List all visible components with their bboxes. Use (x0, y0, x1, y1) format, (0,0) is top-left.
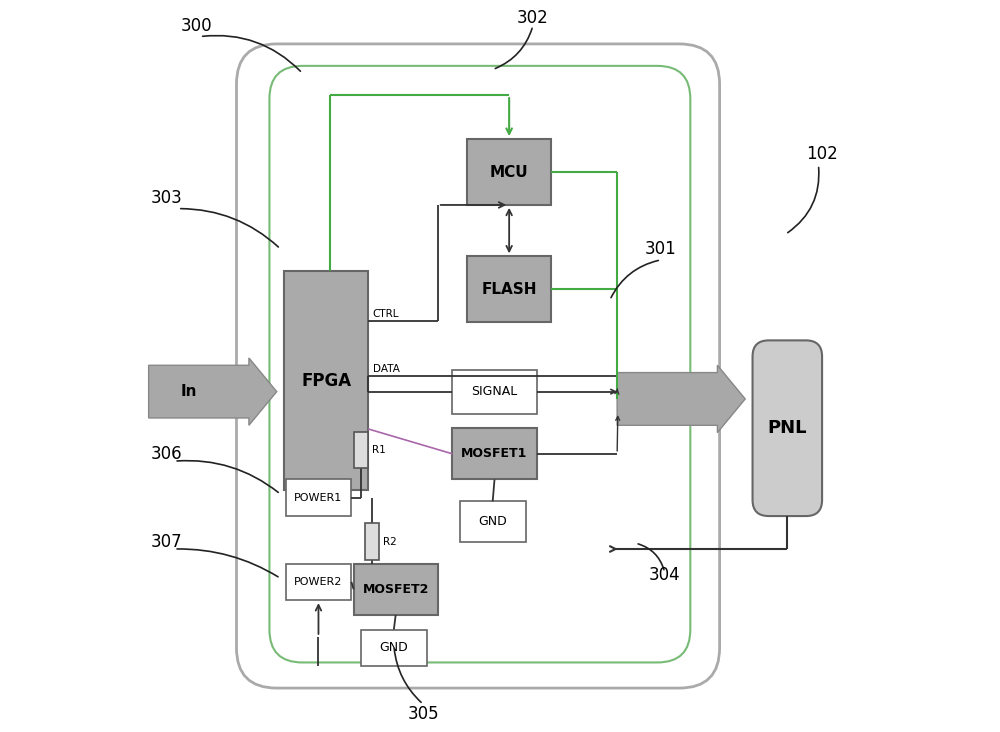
Text: POWER1: POWER1 (294, 493, 343, 503)
Text: R2: R2 (383, 537, 397, 547)
Text: 305: 305 (407, 705, 439, 722)
Bar (452, 428, 537, 479)
Text: 300: 300 (180, 17, 212, 34)
Text: GND: GND (379, 641, 408, 654)
FancyArrow shape (149, 358, 277, 425)
Text: MOSFET1: MOSFET1 (461, 447, 528, 460)
Bar (286, 564, 351, 600)
Text: GND: GND (478, 515, 507, 528)
Text: FPGA: FPGA (301, 372, 351, 389)
Bar (365, 523, 379, 560)
Text: FLASH: FLASH (481, 282, 537, 296)
Text: 102: 102 (806, 145, 838, 163)
Text: 302: 302 (517, 10, 549, 27)
Text: 304: 304 (649, 566, 681, 583)
Bar (286, 479, 351, 516)
Text: 301: 301 (645, 240, 677, 258)
Text: MOSFET2: MOSFET2 (363, 583, 429, 596)
Bar (467, 256, 551, 322)
Bar (284, 271, 368, 490)
Text: 307: 307 (151, 533, 183, 550)
Bar (452, 370, 537, 414)
Text: POWER2: POWER2 (294, 577, 343, 587)
FancyBboxPatch shape (753, 340, 822, 516)
Bar (361, 630, 427, 666)
Bar (354, 564, 438, 615)
Text: DATA: DATA (373, 364, 400, 374)
Text: In: In (181, 384, 197, 399)
Text: CTRL: CTRL (373, 309, 399, 319)
Text: SIGNAL: SIGNAL (471, 385, 518, 398)
Text: MCU: MCU (490, 165, 528, 179)
FancyArrow shape (617, 365, 745, 433)
Text: R1: R1 (372, 445, 386, 455)
Bar (354, 432, 368, 468)
Text: 306: 306 (151, 445, 183, 463)
Bar (467, 139, 551, 205)
Text: PNL: PNL (768, 419, 807, 437)
Text: 303: 303 (151, 189, 183, 206)
Bar (460, 501, 526, 542)
